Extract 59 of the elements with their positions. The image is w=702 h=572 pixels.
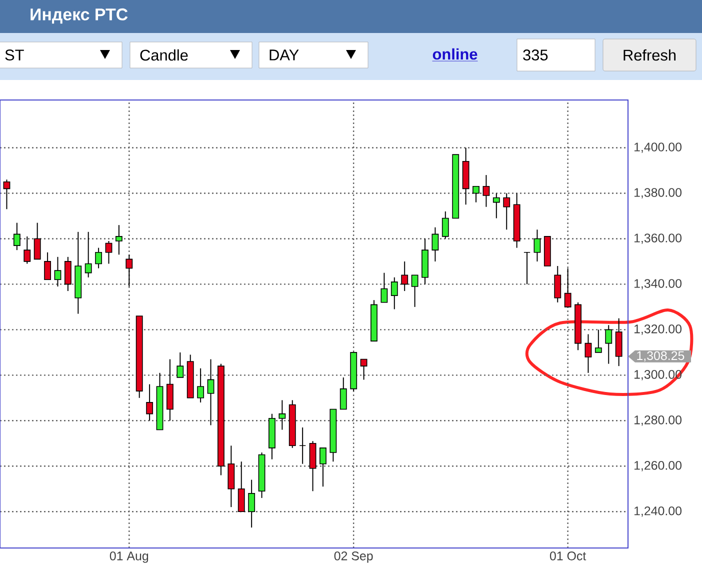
text: 335 xyxy=(523,50,548,60)
candlestick xyxy=(34,222,41,260)
candlestick xyxy=(482,174,490,208)
y-tick-label: 1,320.00 xyxy=(634,324,682,335)
candlestick xyxy=(95,247,102,269)
candlestick xyxy=(472,186,480,203)
candlestick xyxy=(197,368,204,403)
candlestick xyxy=(564,268,572,308)
candlestick xyxy=(64,256,72,292)
candlestick xyxy=(299,426,306,464)
candlestick xyxy=(105,240,112,264)
text: Candle xyxy=(140,49,188,61)
candlestick xyxy=(492,192,500,219)
candlestick xyxy=(146,384,154,422)
candlestick xyxy=(432,226,439,262)
text: online xyxy=(432,48,478,60)
candlestick xyxy=(360,358,368,380)
x-tick-label: 01 Oct xyxy=(550,552,586,560)
candlestick xyxy=(207,358,214,426)
candlestick xyxy=(44,252,51,280)
chart-title: Индекс РТС xyxy=(30,8,128,24)
candlestick xyxy=(380,272,388,303)
text: DAY xyxy=(270,50,299,60)
y-tick-label: 1,280.00 xyxy=(634,416,682,426)
candlestick xyxy=(13,222,20,251)
candlestick xyxy=(176,352,184,378)
y-tick-label: 1,400.00 xyxy=(634,142,682,153)
candlestick xyxy=(503,192,510,230)
candlestick xyxy=(320,447,326,488)
candlestick xyxy=(248,479,256,528)
text: ST xyxy=(5,50,24,60)
candlestick xyxy=(24,236,31,264)
candlestick xyxy=(278,400,286,430)
candlestick xyxy=(390,276,398,310)
candlestick xyxy=(524,252,530,285)
candlestick xyxy=(340,376,347,410)
candlestick xyxy=(594,329,602,353)
candlestick xyxy=(401,260,408,292)
y-tick-label: 1,240.00 xyxy=(634,506,682,517)
candlestick xyxy=(411,274,418,308)
text: 1,308.25 xyxy=(637,351,684,362)
candlestick xyxy=(554,266,562,303)
candlestick xyxy=(238,461,245,512)
y-tick-label: 1,380.00 xyxy=(634,188,682,198)
y-tick-label: 1,260.00 xyxy=(634,460,682,472)
y-tick-label: 1,340.00 xyxy=(634,279,682,290)
candlestick xyxy=(54,256,62,287)
candlestick xyxy=(3,179,10,210)
candlestick xyxy=(534,229,541,262)
candlestick xyxy=(584,334,592,374)
text: Refresh xyxy=(624,49,676,61)
y-tick-label: 1,360.00 xyxy=(634,234,682,244)
x-tick-label: 01 Aug xyxy=(110,552,148,563)
candlestick xyxy=(442,210,449,240)
x-tick-label: 02 Sep xyxy=(334,552,373,563)
candlestick xyxy=(84,231,92,278)
candlestick xyxy=(605,324,612,364)
candlestick xyxy=(126,254,133,287)
candlestick xyxy=(115,224,122,256)
